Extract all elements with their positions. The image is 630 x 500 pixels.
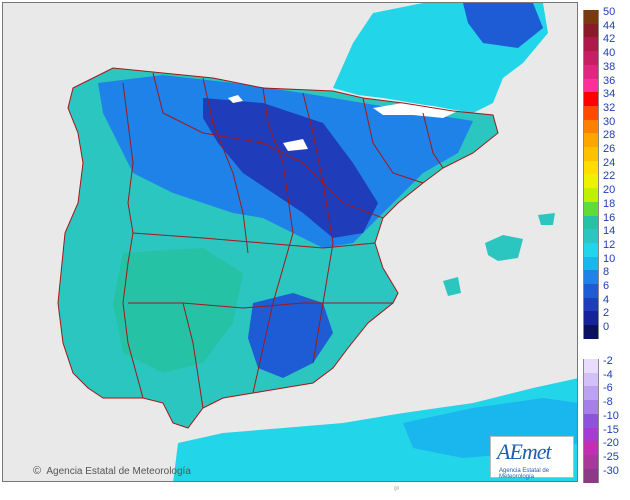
legend-swatch <box>583 242 599 257</box>
legend-label: 30 <box>603 115 616 128</box>
france-cold-area <box>463 3 543 48</box>
legend-label: 44 <box>603 19 616 32</box>
legend-swatch <box>583 92 599 107</box>
legend-swatch <box>583 359 599 373</box>
logo-word: AEmet <box>497 439 552 464</box>
legend-swatch <box>583 270 599 285</box>
credit-text: Agencia Estatal de Meteorología <box>46 466 191 477</box>
legend-swatch <box>583 147 599 161</box>
iberia-temperature-map <box>3 3 577 481</box>
aemet-logo: AEmet Agencia Estatal de Meteorología <box>490 436 574 480</box>
southeast-cold-zone <box>248 293 333 378</box>
legend-label: 42 <box>603 33 616 46</box>
copyright-icon: © <box>33 465 42 477</box>
coastline-outline <box>57 67 499 429</box>
legend-label: 40 <box>603 47 616 60</box>
legend-swatch <box>583 386 599 401</box>
border-inner-9 <box>422 112 444 169</box>
border-inner-1 <box>152 72 384 219</box>
border-inner-2 <box>132 232 376 249</box>
ibiza <box>443 277 461 296</box>
legend-swatch <box>583 284 599 298</box>
legend-label: -2 <box>603 355 613 367</box>
legend-swatch <box>583 427 599 442</box>
border-inner-8 <box>182 302 204 409</box>
legend-label: -4 <box>603 368 613 381</box>
border-inner-5 <box>302 92 334 364</box>
legend-label: 28 <box>603 129 616 142</box>
legend-swatch <box>583 119 599 134</box>
map-panel <box>2 2 578 482</box>
central-coldest-zone <box>203 98 378 238</box>
legend-swatch <box>583 51 599 66</box>
legend-swatch <box>583 174 599 189</box>
logo-subtitle: Agencia Estatal de Meteorología <box>499 468 550 480</box>
legend-swatch <box>583 256 599 271</box>
legend-label: 6 <box>603 280 610 292</box>
legend-swatch <box>583 37 599 52</box>
legend-label: -25 <box>603 450 619 463</box>
menorca <box>538 213 555 225</box>
legend-label: 32 <box>603 101 616 114</box>
legend-label: 12 <box>603 238 616 251</box>
border-inner-7 <box>252 87 294 394</box>
legend-label: 8 <box>603 266 610 279</box>
legend-label: 22 <box>603 170 616 183</box>
legend-label: -10 <box>603 409 619 422</box>
legend-label: 36 <box>603 74 616 87</box>
legend-label: 50 <box>603 6 616 18</box>
legend-swatch <box>583 160 599 175</box>
legend-label: 10 <box>603 252 616 265</box>
legend-swatch <box>583 297 599 312</box>
legend-swatch <box>583 201 599 216</box>
southwest-green-zone <box>113 248 243 373</box>
legend-label: 14 <box>603 225 616 238</box>
legend-swatch <box>583 133 599 148</box>
border-inner-3 <box>128 302 393 309</box>
legend-label: 24 <box>603 156 616 169</box>
legend-swatch <box>583 454 599 469</box>
legend-swatch <box>583 468 599 483</box>
legend-label: 0 <box>603 321 610 334</box>
snow-patch-pyrenees <box>373 103 458 118</box>
legend-label: -6 <box>603 382 613 395</box>
legend-label: 34 <box>603 88 616 101</box>
legend-swatch <box>583 78 599 93</box>
legend-label: 2 <box>603 307 610 320</box>
snow-patch-central <box>283 139 308 151</box>
legend-label: 26 <box>603 143 616 155</box>
legend-label: 18 <box>603 197 616 210</box>
legend-swatch <box>583 188 599 203</box>
legend-swatch <box>583 105 599 120</box>
snow-patch-cantabrian <box>228 95 243 103</box>
legend-label: -20 <box>603 437 619 450</box>
mallorca <box>485 235 523 261</box>
legend-label: -15 <box>603 423 619 436</box>
border-inner-4 <box>202 77 249 254</box>
legend-swatch <box>583 413 599 428</box>
bottom-mark: ᵍᵒ <box>394 486 400 493</box>
legend-label: 4 <box>603 293 610 306</box>
legend-swatch <box>583 23 599 38</box>
legend-label: 38 <box>603 60 616 73</box>
legend-swatch <box>583 10 599 24</box>
legend-swatch <box>583 311 599 326</box>
legend-swatch <box>583 215 599 230</box>
legend-label: -8 <box>603 396 613 409</box>
legend-label: 16 <box>603 211 616 224</box>
legend-swatch <box>583 400 599 415</box>
temperature-legend: 50 44 42 40 38 36 34 32 30 28 26 24 22 20 18 16 14 12 10 8 6… <box>583 6 628 486</box>
legend-swatch <box>583 441 599 456</box>
legend-label: 20 <box>603 184 616 197</box>
border-inner-6 <box>362 97 424 184</box>
legend-swatch <box>583 372 599 387</box>
province-borders <box>57 67 499 429</box>
legend-label: -30 <box>603 464 619 477</box>
legend-swatch <box>583 229 599 244</box>
copyright-credit: © Agencia Estatal de Meteorología <box>33 465 191 477</box>
legend-swatch <box>583 64 599 79</box>
legend-swatch <box>583 325 599 340</box>
